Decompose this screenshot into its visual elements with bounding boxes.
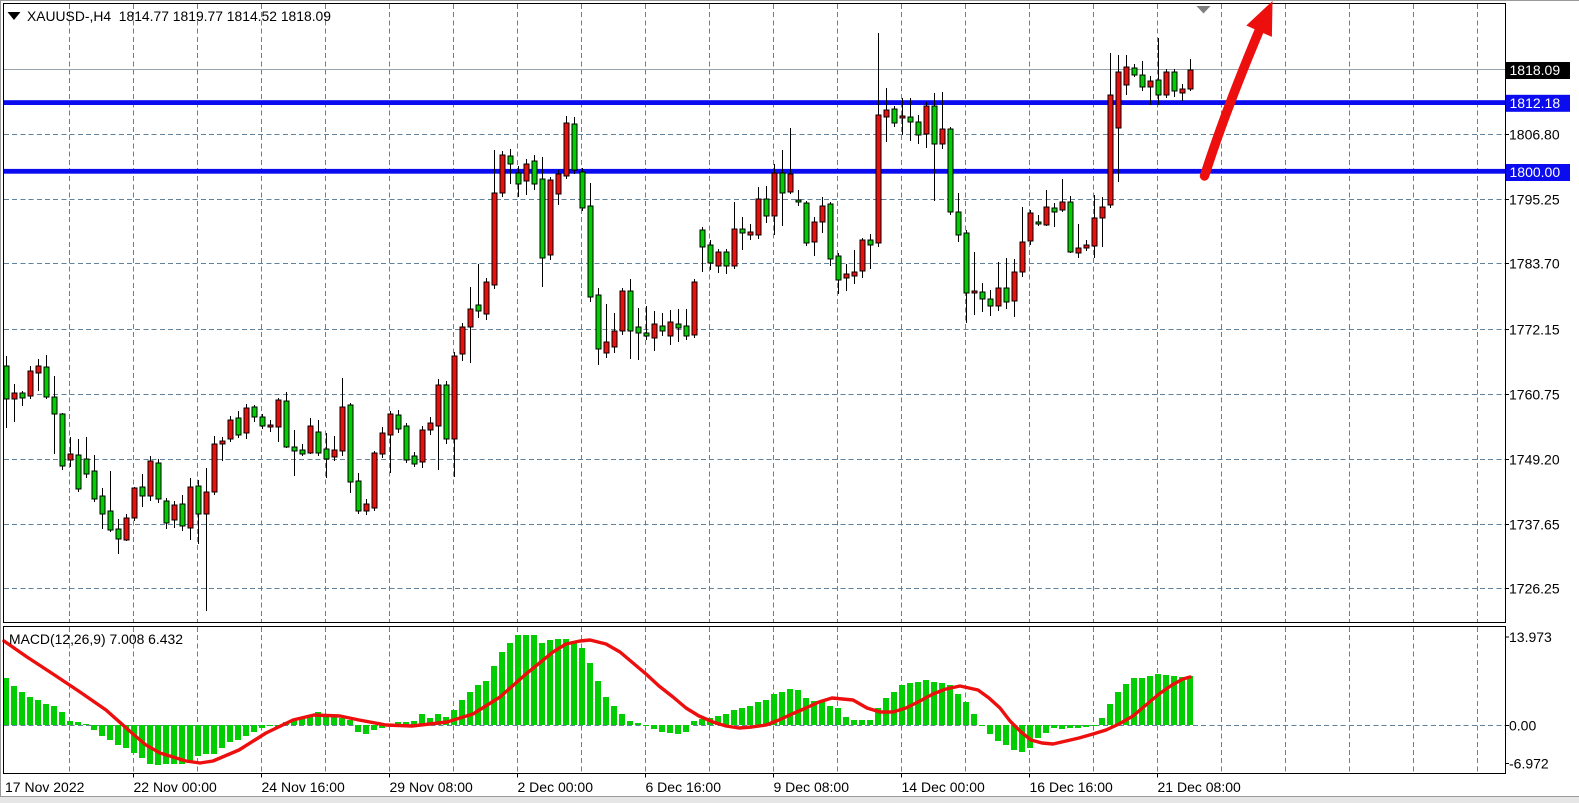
svg-text:2 Dec 00:00: 2 Dec 00:00 xyxy=(518,779,594,795)
svg-text:16 Dec 16:00: 16 Dec 16:00 xyxy=(1030,779,1113,795)
svg-text:-6.972: -6.972 xyxy=(1509,756,1549,772)
svg-text:9 Dec 08:00: 9 Dec 08:00 xyxy=(774,779,850,795)
svg-text:21 Dec 08:00: 21 Dec 08:00 xyxy=(1158,779,1241,795)
svg-text:1749.20: 1749.20 xyxy=(1509,452,1560,468)
svg-text:17 Nov 2022: 17 Nov 2022 xyxy=(5,779,85,795)
svg-text:6 Dec 16:00: 6 Dec 16:00 xyxy=(646,779,722,795)
svg-text:1812.18: 1812.18 xyxy=(1510,95,1561,111)
svg-text:1818.09: 1818.09 xyxy=(1510,62,1561,78)
svg-text:1772.15: 1772.15 xyxy=(1509,322,1560,338)
svg-text:1760.75: 1760.75 xyxy=(1509,387,1560,403)
svg-text:1726.25: 1726.25 xyxy=(1509,581,1560,597)
svg-text:0.00: 0.00 xyxy=(1509,718,1536,734)
svg-text:1795.25: 1795.25 xyxy=(1509,192,1560,208)
svg-text:1737.65: 1737.65 xyxy=(1509,517,1560,533)
svg-text:24 Nov 16:00: 24 Nov 16:00 xyxy=(262,779,345,795)
svg-text:14 Dec 00:00: 14 Dec 00:00 xyxy=(902,779,985,795)
svg-text:22 Nov 00:00: 22 Nov 00:00 xyxy=(134,779,217,795)
svg-text:1806.80: 1806.80 xyxy=(1509,127,1560,143)
svg-text:XAUUSD-,H4 1814.77 1819.77 18: XAUUSD-,H4 1814.77 1819.77 1814.52 1818.… xyxy=(27,8,331,24)
svg-text:1783.70: 1783.70 xyxy=(1509,256,1560,272)
svg-text:MACD(12,26,9) 7.008 6.432: MACD(12,26,9) 7.008 6.432 xyxy=(9,631,183,647)
svg-text:29 Nov 08:00: 29 Nov 08:00 xyxy=(390,779,473,795)
svg-text:1800.00: 1800.00 xyxy=(1510,164,1561,180)
svg-text:13.973: 13.973 xyxy=(1509,629,1552,645)
